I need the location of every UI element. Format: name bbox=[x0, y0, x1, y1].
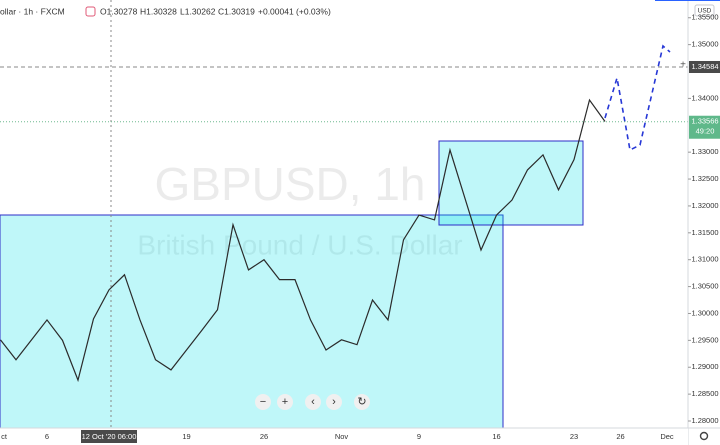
y-tick-label: 1.35500 bbox=[691, 13, 718, 22]
axis-layer: 1.28000 1.28500 1.29000 1.29500 1.30000 1.305… bbox=[1, 13, 720, 443]
crosshair-price-box bbox=[689, 60, 720, 73]
forecast-path[interactable] bbox=[604, 44, 671, 152]
scroll-right-button[interactable] bbox=[326, 394, 342, 410]
y-tick-label: 1.30000 bbox=[691, 308, 718, 317]
reset-icon: ↻ bbox=[357, 396, 366, 408]
x-tick-label: 19 bbox=[182, 432, 190, 441]
symbol-label: ollar · 1h · FXCM bbox=[0, 6, 65, 16]
price-line bbox=[0, 98, 606, 383]
y-tick-label: 1.28500 bbox=[691, 389, 718, 398]
y-tick-label: 1.31500 bbox=[691, 228, 718, 237]
rectangle-drawing[interactable] bbox=[438, 140, 584, 226]
last-price-label: 1.33566 bbox=[691, 117, 718, 126]
currency-label: USD bbox=[698, 8, 712, 15]
zoom-out-button[interactable] bbox=[255, 394, 271, 410]
crosshair-plus: + bbox=[680, 60, 686, 71]
zoom-in-button[interactable] bbox=[277, 394, 293, 410]
y-tick-label: 1.33000 bbox=[691, 147, 718, 156]
y-tick-label: 1.34000 bbox=[691, 93, 718, 102]
high-label: H1.30328 bbox=[140, 6, 177, 16]
x-tick-label: Dec bbox=[660, 432, 674, 441]
x-tick-label: 6 bbox=[45, 432, 49, 441]
y-tick-label: 1.28000 bbox=[691, 416, 718, 425]
low-label: L1.30262 bbox=[180, 6, 216, 16]
zoom-out-icon: − bbox=[260, 396, 266, 408]
currency-box[interactable] bbox=[694, 4, 715, 17]
chart-controls: − + ‹ › ↻ bbox=[255, 394, 370, 410]
x-tick-label: 16 bbox=[492, 432, 500, 441]
y-tick-label: 1.32500 bbox=[691, 174, 718, 183]
plot bbox=[0, 66, 688, 383]
watermark-title: GBPUSD, 1h bbox=[155, 158, 426, 210]
open-label: O1.30278 bbox=[100, 6, 138, 16]
x-tick-label: 9 bbox=[417, 432, 421, 441]
x-tick-label: 23 bbox=[570, 432, 578, 441]
x-tick-label: ct bbox=[1, 432, 8, 441]
close-label: C1.30319 bbox=[218, 6, 255, 16]
rectangle-drawing[interactable] bbox=[0, 214, 504, 429]
y-tick-label: 1.35000 bbox=[691, 40, 718, 49]
reset-button[interactable] bbox=[354, 394, 370, 410]
y-tick-label: 1.30500 bbox=[691, 282, 718, 291]
x-tick-label: Nov bbox=[335, 432, 349, 441]
x-tick-label: 12 Oct '20 06:00 bbox=[82, 432, 137, 441]
y-tick-label: 1.31000 bbox=[691, 255, 718, 264]
zoom-in-icon: + bbox=[282, 396, 288, 408]
scroll-left-button[interactable] bbox=[305, 394, 321, 410]
scroll-right-icon: › bbox=[332, 396, 336, 408]
settings-button[interactable] bbox=[699, 431, 709, 441]
crosshair-price-label: 1.34584 bbox=[691, 62, 718, 71]
x-tick-label: 26 bbox=[260, 432, 268, 441]
countdown-label: 49:20 bbox=[696, 127, 715, 136]
y-tick-label: 1.32000 bbox=[691, 201, 718, 210]
price-axis bbox=[688, 0, 720, 445]
last-price-box bbox=[689, 115, 720, 139]
scroll-left-icon: ‹ bbox=[311, 396, 315, 408]
indicator-icon[interactable] bbox=[85, 6, 96, 17]
crosshair-time-box bbox=[81, 430, 137, 443]
x-tick-label: 26 bbox=[616, 432, 624, 441]
time-axis bbox=[0, 428, 688, 445]
y-tick-label: 1.29000 bbox=[691, 362, 718, 371]
y-tick-label: 1.29500 bbox=[691, 335, 718, 344]
change-label: +0.00041 (+0.03%) bbox=[258, 6, 331, 16]
